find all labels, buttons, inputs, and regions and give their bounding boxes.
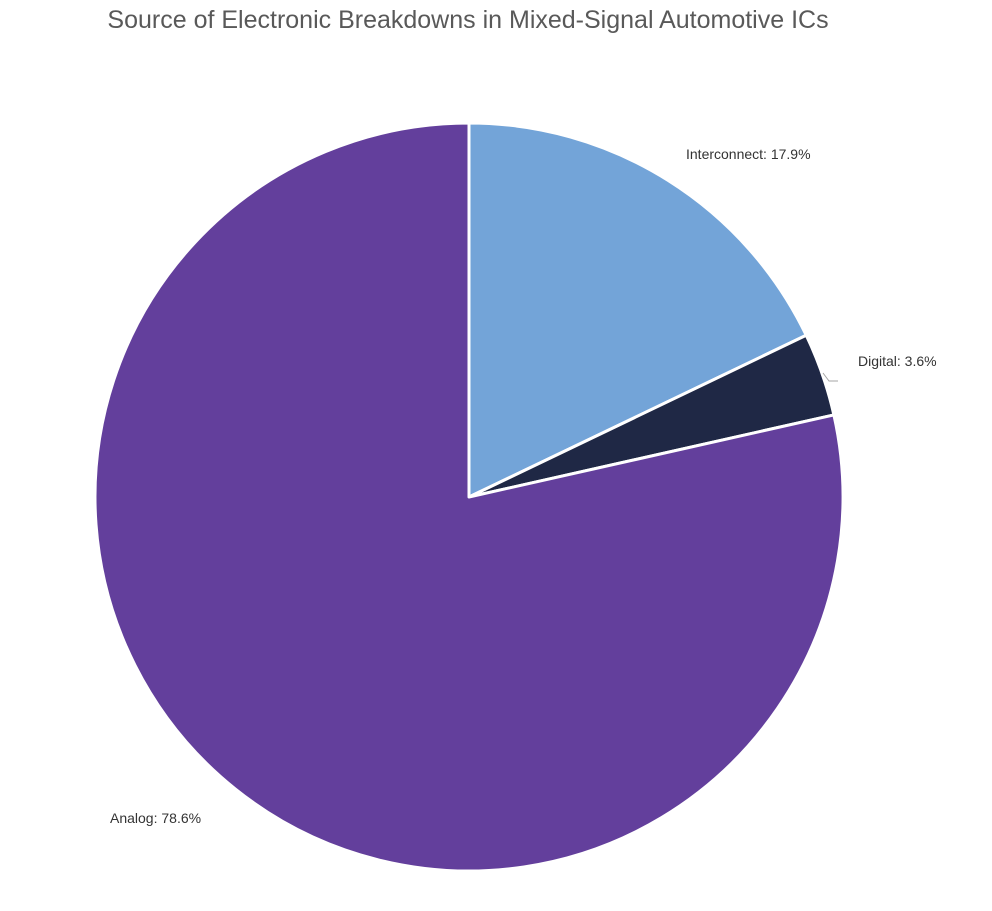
- pie-slices: [93, 121, 845, 873]
- slice-label-digital: Digital: 3.6%: [858, 353, 937, 369]
- slice-label-analog: Analog: 78.6%: [110, 810, 201, 826]
- chart-title: Source of Electronic Breakdowns in Mixed…: [107, 6, 829, 34]
- pie-slice-interconnect: [467, 121, 808, 499]
- pie-slice-analog: [93, 121, 845, 873]
- pie-labels: Interconnect: 17.9% Digital: 3.6% Analog: …: [110, 146, 937, 826]
- slice-label-interconnect: Interconnect: 17.9%: [686, 146, 811, 162]
- leader-line-digital: [822, 372, 838, 382]
